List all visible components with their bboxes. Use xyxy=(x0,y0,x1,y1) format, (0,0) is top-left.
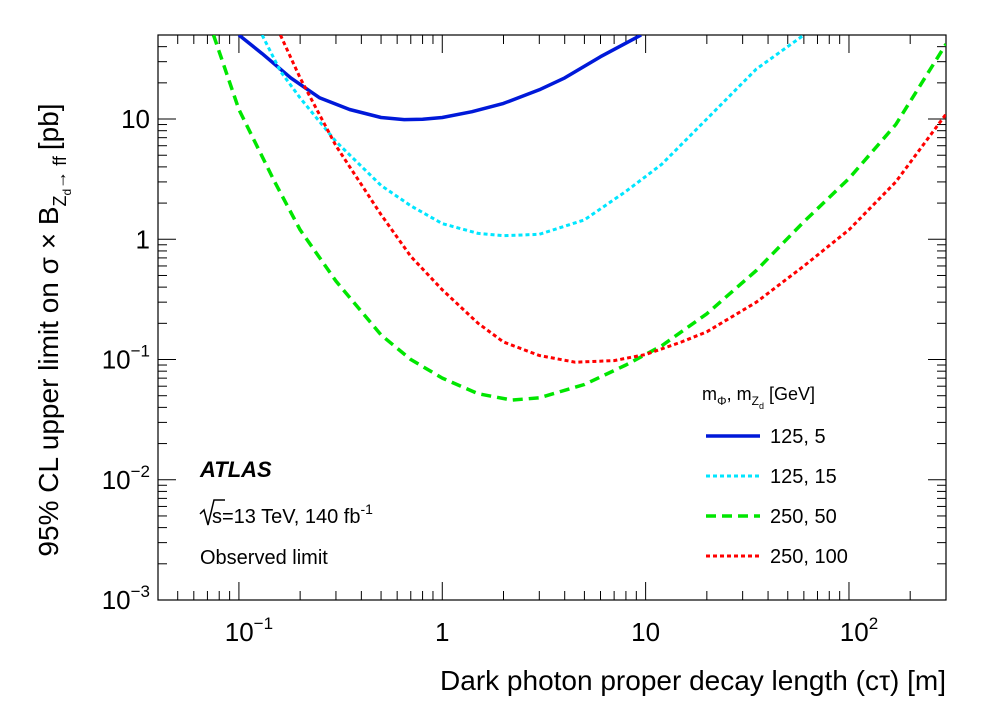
legend: mΦ, mZd [GeV] 125, 5 125, 15 250, 50 250, 1… xyxy=(702,384,848,568)
legend-label-1: 125, 5 xyxy=(770,426,826,448)
atlas-label: ATLAS xyxy=(199,457,272,482)
y-tick-label: 10 xyxy=(121,104,150,134)
energy-label: s=13 TeV, 140 fb-1 xyxy=(199,499,373,528)
series-line-2 xyxy=(260,35,805,238)
y-tick-label: 10−3 xyxy=(102,582,150,615)
x-axis-label: Dark photon proper decay length (cτ) [m] xyxy=(440,665,946,696)
y-tick-label: 10−2 xyxy=(102,462,150,495)
x-tick-label: 1 xyxy=(435,617,449,647)
y-tick-label: 1 xyxy=(136,224,150,254)
sqrt-symbol xyxy=(199,499,225,526)
plot-frame xyxy=(157,34,947,601)
y-axis-label-prefix: 95% CL upper limit on σ × B xyxy=(33,206,64,556)
y-axis-label-subsub: d xyxy=(60,189,74,196)
legend-label-3: 250, 50 xyxy=(770,506,837,528)
y-tick-label: 10−1 xyxy=(102,342,150,375)
energy-exp: -1 xyxy=(360,501,373,517)
svg-text:s=13 TeV, 140 fb-1: s=13 TeV, 140 fb-1 xyxy=(212,501,373,528)
energy-text: =13 TeV, 140 fb xyxy=(222,506,360,528)
y-axis-label: 95% CL upper limit on σ × BZd→ ff [pb] xyxy=(33,103,74,556)
series-layer xyxy=(211,35,946,402)
legend-label-2: 125, 15 xyxy=(770,466,837,488)
x-tick-label: 102 xyxy=(840,614,878,647)
series-line-3 xyxy=(211,35,946,402)
series-line-1 xyxy=(237,35,642,122)
y-axis-label-sub: Z xyxy=(50,195,70,206)
limit-type-label: Observed limit xyxy=(200,547,328,569)
energy-sqrt-arg: s xyxy=(212,506,222,528)
legend-entries: 125, 5 125, 15 250, 50 250, 100 xyxy=(706,426,848,568)
x-tick-label: 10 xyxy=(631,617,660,647)
tick-labels: 10−1 1 10 102 10−3 10−2 10−1 1 10 xyxy=(102,104,878,647)
legend-label-4: 250, 100 xyxy=(770,546,848,568)
y-axis-label-suffix: [pb] xyxy=(33,103,64,150)
y-axis-label-subtail: → ff xyxy=(50,155,70,189)
x-tick-label: 10−1 xyxy=(225,614,273,647)
legend-header: mΦ, mZd [GeV] xyxy=(702,384,815,411)
axis-ticks xyxy=(157,34,947,601)
series-line-4 xyxy=(279,35,946,364)
